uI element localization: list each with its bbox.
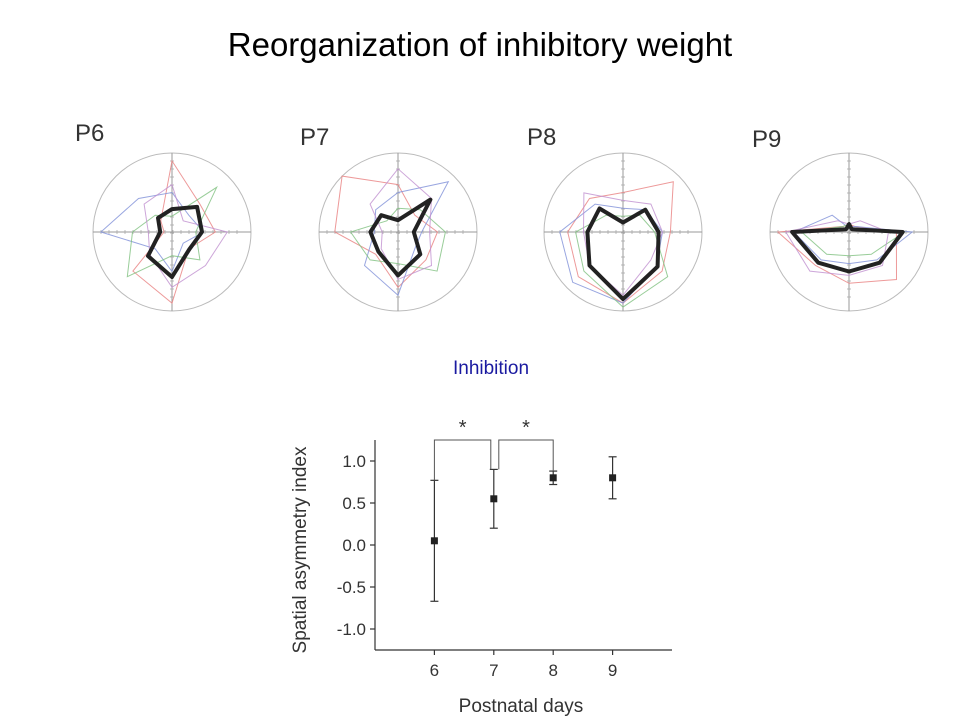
radar-chart-p7	[318, 152, 478, 312]
x-axis-label: Postnatal days	[459, 696, 584, 717]
radar-chart-p6	[92, 152, 252, 312]
radar-trace	[132, 159, 217, 304]
radar-trace	[582, 192, 664, 296]
x-tick-label: 7	[489, 661, 498, 680]
radar-trace	[126, 185, 218, 278]
y-tick-label: -1.0	[337, 620, 366, 639]
chart-title: Inhibition	[453, 358, 529, 379]
radar-chart-p9	[769, 152, 929, 312]
radar-mean-trace	[790, 222, 905, 274]
y-tick-label: 0.0	[342, 536, 366, 555]
significance-marker: *	[522, 417, 530, 439]
radar-trace	[785, 220, 890, 276]
x-tick-label: 9	[608, 661, 617, 680]
radar-mean-trace	[146, 204, 204, 279]
data-point	[430, 537, 438, 545]
panel-label-p7: P7	[300, 124, 330, 151]
panel-label-p6: P6	[75, 120, 105, 147]
significance-marker: *	[459, 417, 467, 439]
data-point	[609, 474, 617, 482]
data-point	[549, 474, 557, 482]
radar-axes	[319, 153, 477, 311]
page-title: Reorganization of inhibitory weight	[227, 26, 733, 63]
radar-trace	[334, 175, 439, 289]
y-tick-label: 1.0	[342, 452, 366, 471]
radar-mean-trace	[368, 197, 433, 278]
y-tick-label: -0.5	[337, 578, 366, 597]
significance-bracket	[498, 439, 554, 472]
radar-mean-trace	[585, 206, 661, 302]
asymmetry-scatter-chart: Inhibition Spatial asymmetry index Postn…	[290, 358, 672, 717]
x-tick-label: 6	[430, 661, 439, 680]
data-point	[490, 495, 498, 503]
y-axis-label: Spatial asymmetry index	[290, 446, 311, 653]
panel-label-p8: P8	[527, 124, 557, 151]
y-tick-label: 0.5	[342, 494, 366, 513]
radar-chart-p8	[543, 152, 703, 312]
radar-trace	[567, 181, 674, 304]
radar-trace	[369, 168, 433, 281]
x-tick-label: 8	[548, 661, 557, 680]
radar-trace	[776, 223, 898, 284]
significance-bracket	[433, 439, 492, 481]
radar-trace	[363, 180, 450, 297]
panel-label-p9: P9	[752, 126, 782, 153]
